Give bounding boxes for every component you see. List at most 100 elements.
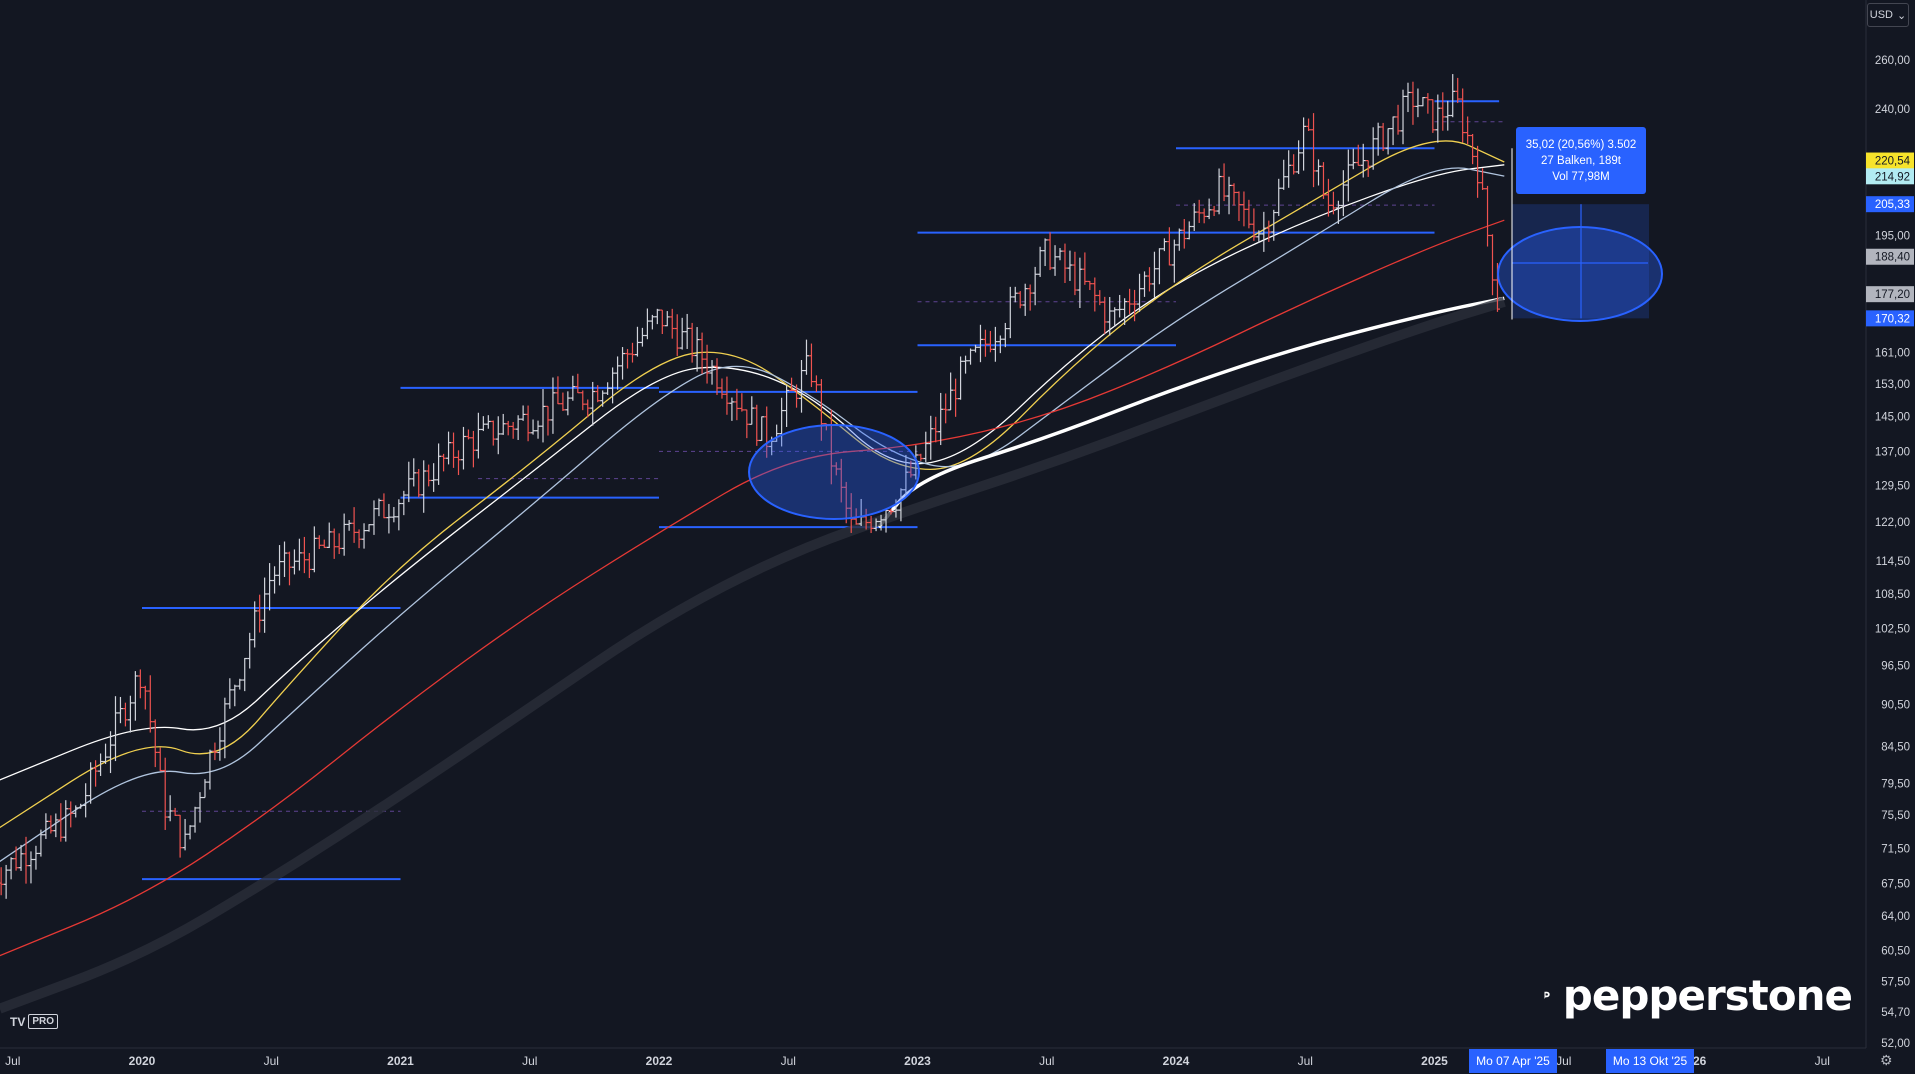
candle [341, 513, 347, 556]
candle [719, 378, 725, 399]
candle [316, 535, 322, 549]
candle [500, 413, 506, 435]
candle [789, 377, 795, 392]
candle [1410, 81, 1416, 125]
candle [520, 405, 526, 421]
price-tick-label: 161,00 [1875, 348, 1910, 360]
candle [366, 524, 372, 532]
candle [232, 684, 238, 707]
settings-gear-icon[interactable]: ⚙ [1880, 1052, 1893, 1068]
candle [83, 783, 89, 818]
candle [1480, 168, 1486, 190]
candle [162, 757, 168, 830]
candle [953, 378, 959, 417]
candle [1186, 221, 1192, 240]
candle [1271, 209, 1277, 241]
candle [1137, 273, 1143, 312]
candle [406, 461, 412, 503]
candle [639, 327, 645, 347]
candle [928, 415, 934, 460]
candle [311, 526, 317, 573]
candle [1311, 113, 1317, 188]
time-tick-label: Jul [5, 1054, 20, 1068]
candle [286, 551, 292, 586]
candle [1420, 97, 1426, 107]
candle [306, 553, 312, 579]
price-tick-label: 122,00 [1875, 517, 1910, 529]
price-label-tag [1866, 310, 1914, 327]
candle [1146, 267, 1152, 292]
candle [1375, 122, 1381, 156]
candle [903, 454, 909, 498]
candle [848, 493, 854, 533]
candle [1430, 99, 1436, 133]
candle [247, 632, 253, 669]
date-range-end: Mo 13 Okt '25 [1606, 1049, 1694, 1073]
candle [401, 490, 407, 516]
candle [13, 846, 19, 871]
candle [1022, 283, 1028, 316]
candle [654, 308, 660, 325]
candle [242, 657, 248, 692]
candle [490, 420, 496, 446]
candle [1246, 199, 1252, 229]
candle [1435, 94, 1441, 143]
price-tick-label: 260,00 [1875, 55, 1910, 67]
time-tick-label: Jul [781, 1054, 796, 1068]
price-tick-label: 71,50 [1881, 843, 1910, 855]
candle [1156, 248, 1162, 285]
candle [505, 420, 511, 436]
candle [1475, 145, 1481, 198]
candle [282, 541, 288, 577]
price-tick-label: 54,70 [1881, 1007, 1910, 1019]
candle [1286, 150, 1292, 188]
currency-selector[interactable]: USD ⌄ [1867, 3, 1909, 27]
candle [1261, 211, 1267, 252]
candle [694, 327, 700, 372]
candle [739, 393, 745, 412]
measure-bars: 27 Balken, 189t [1541, 154, 1621, 167]
candle [1370, 127, 1376, 170]
candle [515, 415, 521, 440]
time-tick-label: 2020 [129, 1054, 156, 1068]
candle [455, 450, 461, 476]
candle [465, 429, 471, 440]
pro-badge: PRO [28, 1014, 59, 1029]
time-tick-label: Jul [1815, 1054, 1830, 1068]
price-label-text: 214,92 [1875, 171, 1910, 183]
candle [1395, 104, 1401, 135]
candle [1142, 271, 1148, 297]
candle [808, 343, 814, 388]
candle [485, 415, 491, 429]
candle [1037, 246, 1043, 277]
candle [545, 405, 551, 436]
candle [1132, 289, 1138, 322]
candle [301, 536, 307, 574]
candle [1127, 288, 1133, 314]
candle [1465, 116, 1471, 145]
time-tick-label: 2024 [1163, 1054, 1190, 1068]
candle [833, 462, 839, 476]
candle [1082, 252, 1088, 285]
moving-average-line [0, 140, 1505, 829]
candle [595, 385, 601, 403]
candle [98, 753, 104, 776]
candle [480, 416, 486, 432]
candle [540, 389, 546, 443]
candle [838, 458, 844, 503]
price-tick-label: 67,50 [1881, 879, 1910, 891]
price-tick-label: 96,50 [1881, 660, 1910, 672]
candle [3, 864, 9, 899]
tradingview-logo: TV PRO [10, 1014, 59, 1029]
pepperstone-wordmark: pepperstone [1562, 970, 1853, 1020]
candle [784, 384, 790, 427]
measure-change: 35,02 (20,56%) 3.502 [1525, 138, 1637, 151]
candle [1325, 178, 1331, 217]
candle [212, 742, 218, 761]
candle [1316, 159, 1322, 186]
candle [207, 749, 213, 790]
candle [714, 358, 720, 395]
candle [1216, 168, 1222, 215]
candle [625, 348, 631, 369]
